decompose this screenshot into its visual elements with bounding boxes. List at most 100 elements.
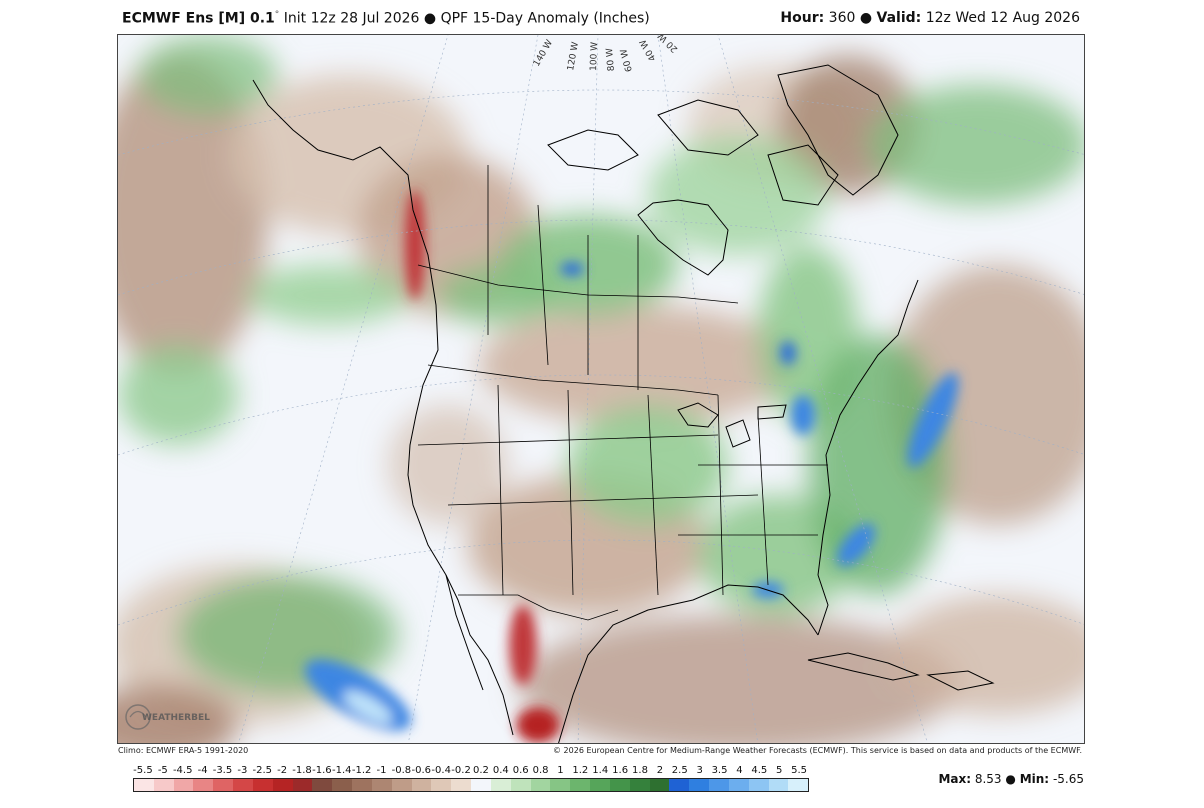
logo-text: WEATHERBELL [142, 713, 210, 723]
colorbar-label: 0.4 [492, 765, 509, 776]
colorbar-swatch [391, 779, 412, 791]
colorbar-swatch [134, 779, 154, 791]
colorbar-swatch [352, 779, 372, 791]
colorbar-label: 1.6 [612, 765, 629, 776]
colorbar-label: -1 [376, 765, 387, 776]
min-label: Min: [1019, 772, 1050, 786]
colorbar-label: 4 [736, 765, 743, 776]
colorbar-swatch [411, 779, 432, 791]
colorbar-label: -0.4 [431, 765, 451, 776]
colorbar-label: -0.8 [391, 765, 412, 776]
climo-note: Climo: ECMWF ERA-5 1991-2020 [118, 746, 249, 755]
lon-label: 120 W [566, 41, 581, 71]
max-label: Max: [938, 772, 972, 786]
political-borders [417, 165, 828, 621]
colorbar-label: -4.5 [172, 765, 193, 776]
hour-label: Hour: [780, 10, 825, 26]
colorbar-label: -5 [157, 765, 168, 776]
colorbar-swatch [371, 779, 392, 791]
colorbar-label: 1 [557, 765, 564, 776]
colorbar-label: -1.8 [292, 765, 312, 776]
colorbar [133, 778, 809, 792]
copyright-note: © 2026 European Centre for Medium-Range … [553, 746, 1082, 755]
colorbar-swatch [649, 779, 670, 791]
colorbar-swatch [332, 779, 353, 791]
hour-value: 360 [828, 10, 856, 26]
colorbar-label: 1.2 [572, 765, 589, 776]
colorbar-swatch [252, 779, 273, 791]
colorbar-label: 2 [656, 765, 664, 776]
init-time: Init 12z 28 Jul 2026 [283, 10, 420, 27]
colorbar-labels: -5.5 -5 -4.5 -4 -3.5 -3 -2.5 -2 -1.8 -1.6 -1.4 -1.2… [133, 765, 809, 777]
colorbar-swatch [292, 779, 313, 791]
map-title: ECMWF Ens [M] 0.1° Init 12z 28 Jul 2026 … [122, 10, 650, 27]
colorbar-swatch [233, 779, 253, 791]
colorbar-swatch [213, 779, 234, 791]
colorbar-swatch [689, 779, 710, 791]
colorbar-label: 1.8 [632, 765, 648, 776]
colorbar-label: 4.5 [751, 765, 768, 776]
header-separator: ● [859, 10, 873, 26]
colorbar-label: -3 [237, 765, 248, 776]
colorbar-swatch [728, 779, 749, 791]
colorbar-swatch [768, 779, 789, 791]
coastlines [252, 64, 995, 743]
colorbar-label: -3.5 [212, 765, 233, 776]
degree-mark: ° [274, 10, 280, 20]
colorbar-label: 3.5 [711, 765, 728, 776]
colorbar-swatch [629, 779, 650, 791]
colorbar-swatch [431, 779, 452, 791]
colorbar-swatch [788, 779, 809, 791]
colorbar-label: 0.2 [472, 765, 489, 776]
colorbar-label: 0.8 [532, 765, 549, 776]
colorbar-swatch [669, 779, 690, 791]
colorbar-swatch [490, 779, 511, 791]
colorbar-swatch [709, 779, 729, 791]
colorbar-swatch [173, 779, 194, 791]
colorbar-label: -0.2 [451, 765, 471, 776]
colorbar-swatch [193, 779, 214, 791]
colorbar-label: 0.6 [512, 765, 529, 776]
colorbar-swatch [570, 779, 591, 791]
min-value: -5.65 [1052, 772, 1084, 786]
colorbar-swatch [312, 779, 333, 791]
colorbar-swatch [153, 779, 174, 791]
colorbar-label: -1.2 [351, 765, 372, 776]
valid-value: 12z Wed 12 Aug 2026 [925, 10, 1080, 26]
model-name: ECMWF Ens [M] 0.1 [122, 10, 275, 27]
colorbar-label: -1.4 [331, 765, 352, 776]
valid-label: Valid: [876, 10, 922, 26]
colorbar-label: -4 [197, 765, 208, 776]
colorbar-label: 5.5 [791, 765, 807, 776]
colorbar-label: 5 [775, 765, 783, 776]
title-separator: ● [423, 10, 437, 27]
colorbar-swatch [748, 779, 769, 791]
lon-label: 100 W [589, 42, 600, 71]
colorbar-swatch [550, 779, 571, 791]
graticule [118, 35, 1084, 743]
colorbar-swatch [609, 779, 630, 791]
colorbar-label: -1.6 [312, 765, 332, 776]
max-value: 8.53 [974, 772, 1002, 786]
colorbar-label: 3 [696, 765, 703, 776]
colorbar-swatch [272, 779, 293, 791]
stats-separator: ● [1005, 772, 1016, 786]
weatherbell-logo: WEATHERBELL [124, 700, 216, 734]
logo-graphic: WEATHERBELL [125, 704, 216, 730]
colorbar-label: 1.4 [592, 765, 609, 776]
colorbar-label: -2.5 [252, 765, 272, 776]
max-min-stats: Max: 8.53 ● Min: -5.65 [938, 772, 1084, 786]
colorbar-swatch [510, 779, 531, 791]
qpf-anomaly-map[interactable]: 140 W 120 W 100 W 80 W 60 W 40 W 20 W [117, 34, 1085, 744]
colorbar-label: -5.5 [133, 765, 153, 776]
product-name: QPF 15-Day Anomaly (Inches) [440, 10, 650, 27]
colorbar-swatch [451, 779, 472, 791]
lon-label: 80 W [605, 48, 617, 72]
colorbar-label: 2.5 [671, 765, 688, 776]
colorbar-swatch [530, 779, 551, 791]
valid-time-header: Hour: 360 ● Valid: 12z Wed 12 Aug 2026 [780, 10, 1080, 26]
colorbar-swatch [590, 779, 610, 791]
colorbar-swatch [471, 779, 491, 791]
anomaly-field [118, 35, 1084, 743]
colorbar-label: -2 [277, 765, 288, 776]
